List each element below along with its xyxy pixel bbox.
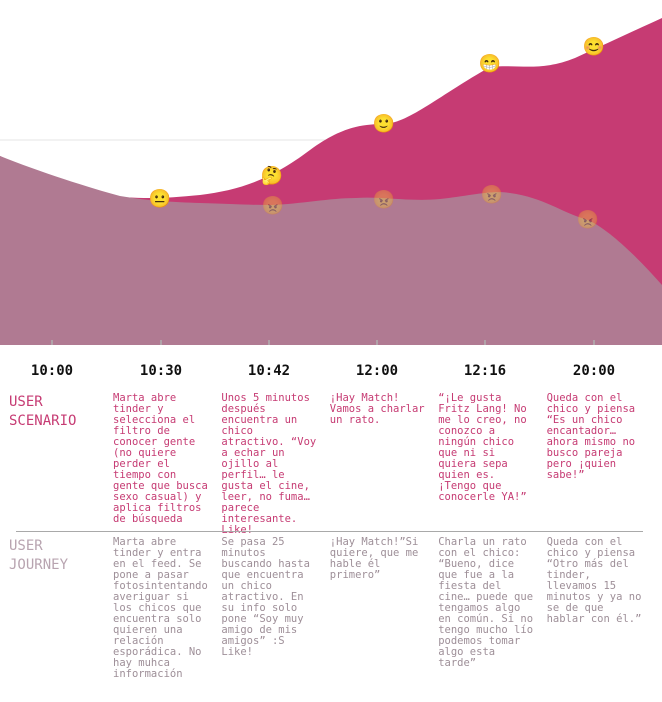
journey-emoji-marker: 😠	[373, 190, 395, 211]
time-label: 20:00	[572, 363, 616, 379]
row-divider	[16, 531, 643, 532]
scenario-emoji-marker: 🤔	[261, 166, 283, 187]
user-journey-title: USER JOURNEY	[9, 538, 69, 573]
scenario-cell: ¡Hay Match! Vamos a charlar un rato.	[329, 392, 425, 426]
journey-cell: Se pasa 25 minutos buscando hasta que en…	[221, 536, 310, 658]
scenario-cell: Marta abre tinder y selecciona el filtro…	[113, 392, 208, 525]
journey-emoji-marker: 😠	[262, 196, 284, 217]
journey-area	[0, 156, 662, 345]
scenario-emoji-marker: 🙂	[373, 114, 395, 135]
time-label: 12:00	[355, 363, 399, 379]
scenario-cell: “¡Le gusta Fritz Lang! No me lo creo, no…	[438, 392, 527, 503]
journey-emoji-marker: 😠	[577, 210, 599, 231]
journey-cell: Marta abre tinder y entra en el feed. Se…	[113, 536, 208, 680]
journey-emoji-marker: 😐	[149, 189, 171, 210]
scenario-emoji-marker: 😐	[149, 189, 171, 210]
experience-area-chart: 😐 😠 😠 😠😠 😐🤔🙂😁😊	[0, 18, 662, 345]
journey-cell: ¡Hay Match!”Si quiere, que me hable él p…	[329, 536, 419, 581]
scenario-cell: Queda con el chico y piensa “Es un chico…	[546, 392, 636, 481]
user-scenario-title: USER SCENARIO	[9, 394, 77, 429]
time-label: 10:42	[247, 363, 291, 379]
journey-emoji-marker: 😠	[481, 185, 503, 206]
time-label: 10:30	[139, 363, 183, 379]
journey-cell: Charla un rato con el chico: “Bueno, dic…	[438, 536, 534, 669]
time-label: 12:16	[463, 363, 507, 379]
scenario-emoji-marker: 😊	[583, 37, 605, 58]
scenario-cell: Unos 5 minutos después encuentra un chic…	[221, 392, 317, 536]
scenario-emoji-marker: 😁	[479, 54, 501, 75]
time-label: 10:00	[30, 363, 74, 379]
journey-cell: Queda con el chico y piensa “Otro más de…	[546, 536, 642, 625]
